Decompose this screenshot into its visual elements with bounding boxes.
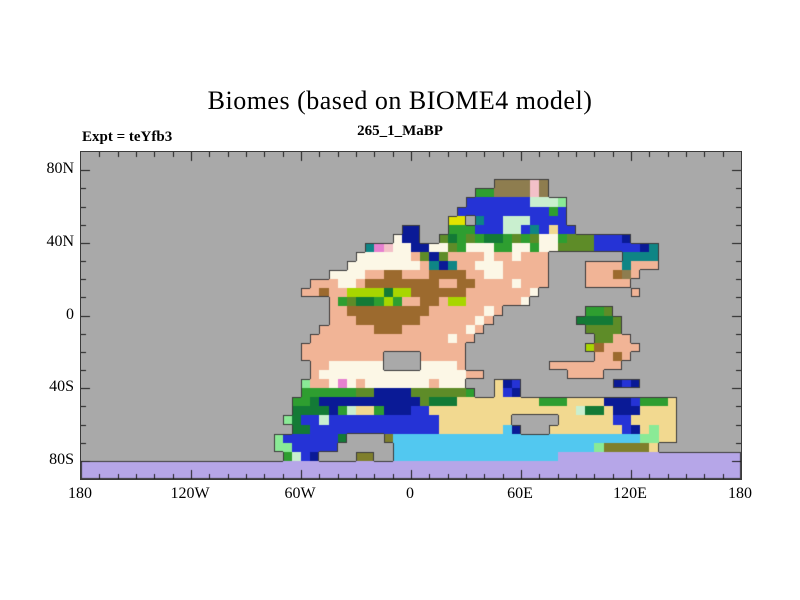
x-tick-label: 180 [728,485,752,502]
figure-subtitle: 265_1_MaBP [357,123,443,139]
figure-title: Biomes (based on BIOME4 model) [207,86,593,115]
x-tick-label: 60E [507,485,533,502]
x-tick-label: 180 [68,485,92,502]
map-plot-area [80,151,742,480]
y-tick-label: 0 [66,305,74,323]
x-tick-label: 120E [613,485,647,502]
x-tick-label: 60W [284,485,316,502]
y-tick-label: 80N [46,160,74,178]
x-tick-label: 120W [170,485,210,502]
biome-map-canvas [81,152,741,479]
x-tick-label: 0 [406,485,414,502]
y-tick-label: 40S [49,378,74,396]
experiment-label: Expt = teYfb3 [82,129,173,145]
y-tick-label: 40N [46,232,74,250]
y-tick-label: 80S [49,450,74,468]
